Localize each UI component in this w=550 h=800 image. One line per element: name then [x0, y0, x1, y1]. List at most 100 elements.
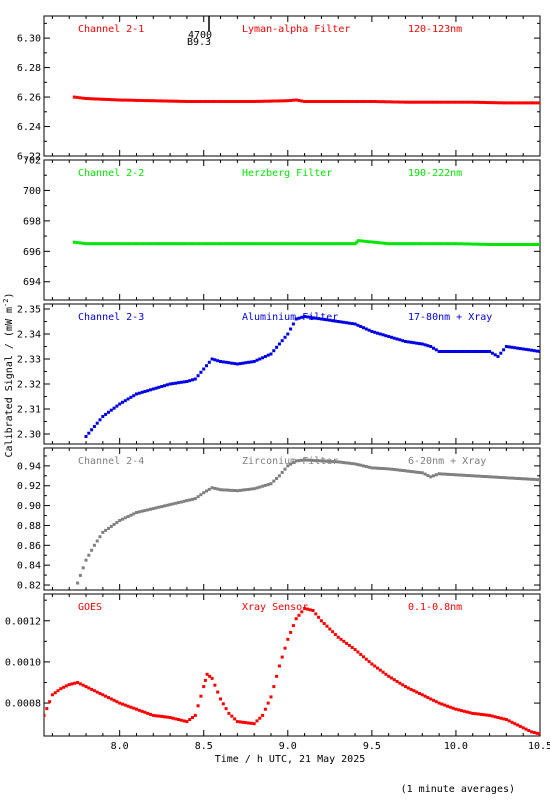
data-point	[199, 100, 203, 103]
data-point	[494, 101, 498, 105]
data-point	[275, 477, 279, 480]
data-point	[451, 350, 455, 353]
data-point	[345, 641, 349, 645]
data-point	[160, 505, 164, 509]
data-point	[345, 321, 349, 325]
data-point	[283, 242, 287, 246]
data-point	[73, 681, 77, 685]
data-point	[210, 357, 214, 361]
data-point	[118, 519, 122, 522]
data-point	[232, 100, 235, 103]
data-point	[434, 242, 438, 246]
data-point	[207, 487, 211, 491]
data-point	[118, 98, 122, 102]
data-point	[272, 242, 276, 246]
data-point	[448, 100, 452, 104]
data-series	[72, 95, 540, 105]
data-point	[289, 462, 293, 466]
data-point	[163, 715, 166, 719]
data-point	[235, 720, 239, 724]
data-point	[345, 100, 349, 103]
data-point	[390, 467, 393, 471]
y-tick-label: 0.86	[17, 541, 41, 552]
data-point	[235, 489, 239, 493]
data-point	[443, 472, 447, 476]
data-point	[160, 714, 164, 718]
data-point	[451, 473, 455, 477]
data-point	[84, 242, 88, 246]
data-point	[328, 318, 332, 322]
data-point	[319, 317, 323, 321]
data-point	[247, 360, 251, 364]
filter-label: Lyman-alpha Filter	[242, 24, 350, 35]
data-point	[412, 470, 416, 474]
data-point	[440, 242, 444, 246]
data-point	[395, 680, 399, 683]
band-label: 120-123nm	[408, 24, 462, 35]
data-point	[115, 404, 119, 408]
data-point	[507, 476, 511, 480]
data-point	[238, 362, 242, 366]
data-point	[384, 672, 388, 676]
data-point	[367, 240, 371, 244]
data-point	[291, 98, 295, 102]
data-point	[496, 716, 500, 719]
data-point	[252, 487, 256, 491]
data-point	[491, 101, 495, 105]
data-point	[175, 99, 179, 103]
data-point	[72, 95, 76, 99]
data-point	[432, 474, 435, 478]
data-point	[146, 711, 150, 715]
data-point	[234, 100, 238, 103]
data-point	[367, 100, 371, 103]
data-point	[451, 242, 455, 246]
event-marker-label-1: 4700	[188, 30, 212, 41]
data-point	[376, 241, 380, 245]
x-tick-label: 9.5	[363, 741, 381, 752]
channel-label: GOES	[78, 602, 102, 613]
data-point	[460, 242, 463, 246]
data-point	[185, 242, 189, 246]
data-point	[221, 100, 225, 103]
data-point	[398, 468, 402, 472]
data-point	[468, 350, 472, 353]
data-point	[227, 488, 231, 492]
data-point	[196, 495, 200, 499]
data-point	[404, 340, 407, 343]
data-point	[527, 101, 531, 105]
data-point	[532, 731, 536, 735]
data-point	[521, 243, 525, 246]
data-point	[426, 696, 430, 700]
data-point	[177, 501, 180, 505]
data-point	[121, 242, 124, 246]
data-point	[502, 101, 506, 105]
data-point	[167, 99, 171, 103]
data-point	[532, 243, 536, 246]
data-point	[90, 428, 94, 432]
data-point	[446, 100, 449, 104]
data-point	[510, 345, 514, 349]
footnote: (1 minute averages)	[401, 784, 515, 795]
data-point	[353, 648, 357, 652]
data-point	[454, 242, 458, 246]
data-point	[151, 387, 155, 391]
data-point	[418, 692, 421, 695]
data-point	[507, 101, 511, 105]
data-point	[404, 685, 407, 689]
data-point	[132, 512, 136, 516]
data-point	[75, 241, 79, 245]
data-point	[193, 377, 197, 381]
data-point	[126, 98, 130, 102]
y-tick-label: 6.24	[17, 122, 41, 133]
y-axis-label-superscript: -2	[2, 299, 10, 307]
data-point	[169, 99, 173, 103]
data-point	[392, 678, 396, 682]
data-point	[107, 242, 111, 246]
data-point	[164, 242, 168, 246]
data-point	[333, 633, 337, 636]
data-point	[485, 475, 489, 479]
data-point	[518, 724, 522, 728]
data-point	[172, 242, 176, 246]
data-point	[364, 100, 368, 103]
data-point	[101, 415, 105, 418]
